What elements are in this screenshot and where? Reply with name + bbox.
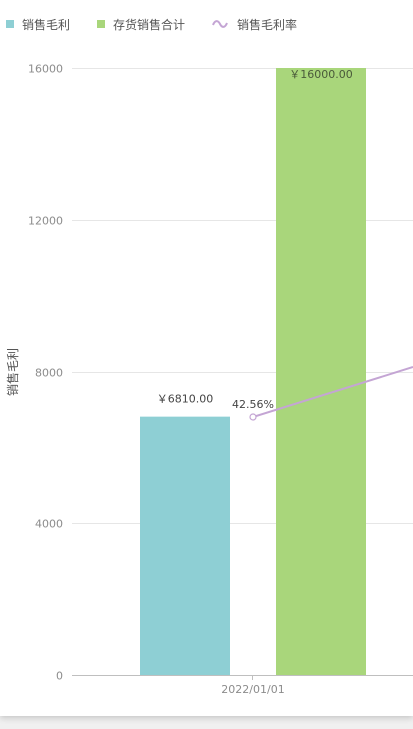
y-tick-label: 0 — [56, 670, 63, 683]
y-tick-label: 4000 — [35, 518, 63, 531]
legend-label-gross-margin: 销售毛利率 — [237, 17, 298, 32]
x-axis-tick-label: 2022/01/01 — [221, 683, 284, 696]
bar-2[interactable] — [276, 68, 366, 675]
margin-line — [249, 366, 413, 421]
bars — [140, 68, 366, 675]
legend-swatch-inventory-sales — [97, 20, 106, 28]
legend-item-gross-margin[interactable]: 销售毛利率 — [212, 16, 297, 33]
legend-swatch-gross-profit — [6, 20, 14, 28]
y-tick-label: 16000 — [28, 63, 63, 76]
chart-legend: 销售毛利 存货销售合计 销售毛利率 — [6, 16, 324, 32]
margin-point[interactable] — [249, 413, 257, 421]
y-tick-label: 12000 — [28, 215, 63, 228]
legend-item-inventory-sales[interactable]: 存货销售合计 — [97, 16, 185, 33]
bar-value-label: ￥6810.00 — [157, 393, 214, 406]
margin-line-path — [252, 366, 413, 418]
y-axis-title: 销售毛利 — [5, 348, 20, 396]
legend-label-inventory-sales: 存货销售合计 — [113, 17, 186, 32]
bar-1[interactable] — [140, 416, 230, 675]
legend-label-gross-profit: 销售毛利 — [22, 17, 71, 32]
line-legend-icon — [212, 20, 228, 28]
margin-value-label: 42.56% — [232, 398, 274, 411]
y-tick-label: 8000 — [35, 367, 63, 380]
bar-value-label: ￥16000.00 — [289, 68, 353, 81]
legend-item-gross-profit[interactable]: 销售毛利 — [6, 16, 70, 33]
data-labels: ￥6810.00 ￥16000.00 42.56% — [157, 68, 353, 411]
y-axis-ticks: 0 4000 8000 12000 16000 — [28, 63, 63, 683]
